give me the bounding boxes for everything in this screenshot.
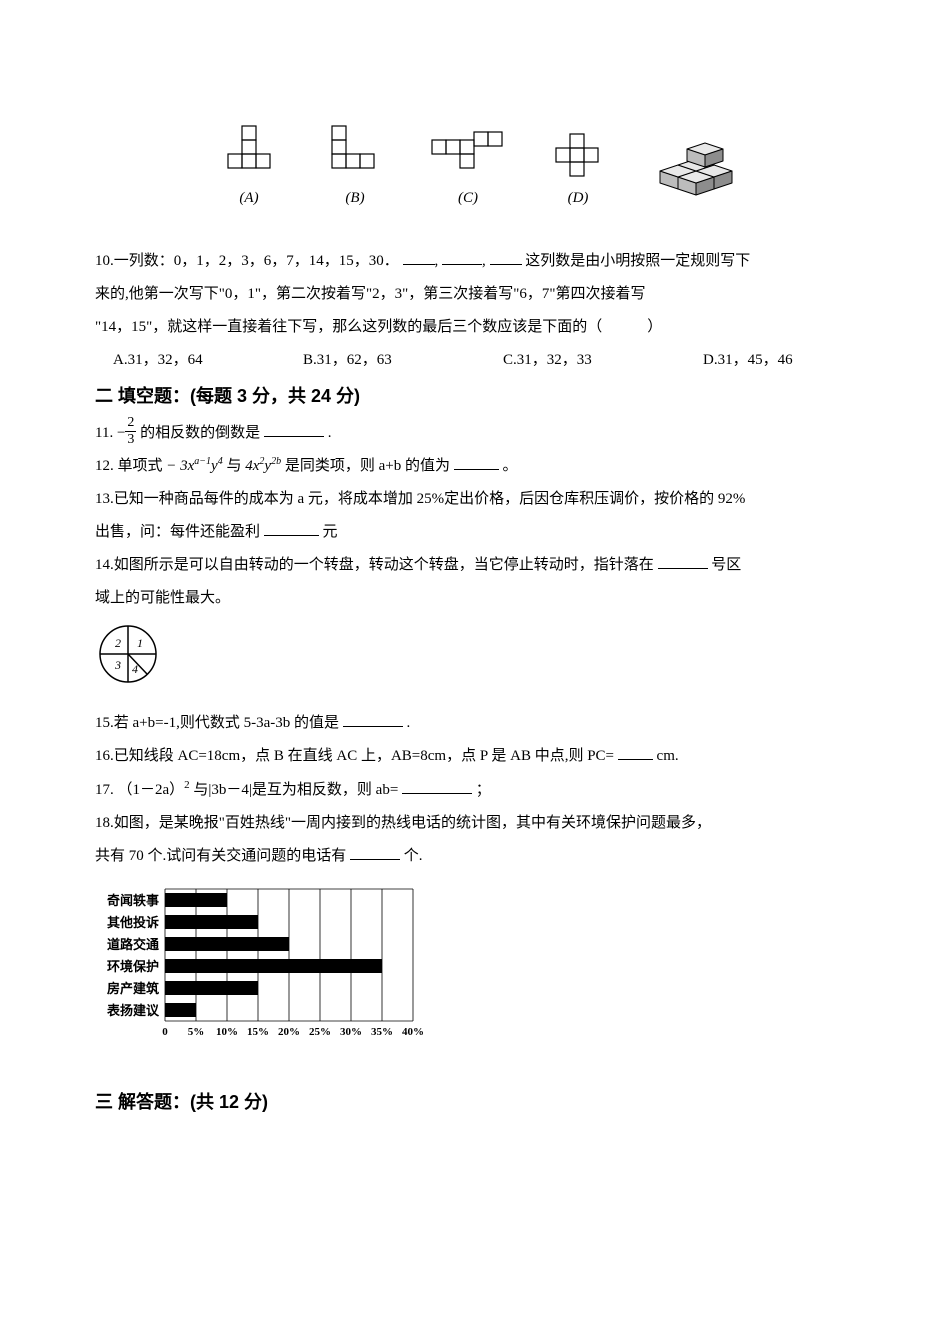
q15-end: . <box>406 715 410 731</box>
svg-text:房产建筑: 房产建筑 <box>107 981 159 996</box>
q10-blank1[interactable] <box>403 249 435 265</box>
q10-opt-c[interactable]: C.31，32，33 <box>503 344 703 377</box>
q10-line3: "14，15"，就这样一直接着往下写，那么这列数的最后三个数应该是下面的（ ） <box>95 311 855 344</box>
q11-mid: 的相反数的倒数是 <box>140 425 260 441</box>
q12: 12. 单项式 − 3xa−1y4 与 4x2y2b 是同类项，则 a+b 的值… <box>95 450 855 483</box>
q10-text1: 10.一列数：0，1，2，3，6，7，14，15，30． <box>95 253 399 269</box>
figure-cube <box>646 131 736 215</box>
q15-blank[interactable] <box>343 711 403 727</box>
q10-line1: 10.一列数：0，1，2，3，6，7，14，15，30． , , 这列数是由小明… <box>95 245 855 278</box>
q12-e2b: 2b <box>271 456 281 467</box>
svg-text:30%: 30% <box>340 1026 362 1038</box>
spinner-1: 1 <box>137 636 143 650</box>
q16-blank[interactable] <box>618 744 653 760</box>
q14-l2: 域上的可能性最大。 <box>95 582 855 615</box>
q18-l2-end: 个. <box>404 848 423 864</box>
q12-blank[interactable] <box>454 454 499 470</box>
q17-pre: 17. （1－2a） <box>95 782 184 798</box>
shape-d <box>550 128 606 178</box>
q10-line2: 来的,他第一次写下"0，1"，第二次按着写"2，3"，第三次接着写"6，7"第四… <box>95 278 855 311</box>
svg-text:5%: 5% <box>188 1026 205 1038</box>
q10-options: A.31，32，64 B.31，62，63 C.31，32，33 D.31，45… <box>113 344 855 377</box>
q14-l1-pre: 14.如图所示是可以自由转动的一个转盘，转动这个转盘，当它停止转动时，指针落在 <box>95 557 654 573</box>
q11-blank[interactable] <box>264 421 324 437</box>
q14-l1-end: 号区 <box>711 557 741 573</box>
q18-l1: 18.如图，是某晚报"百姓热线"一周内接到的热线电话的统计图，其中有关环境保护问… <box>95 807 855 840</box>
spinner-figure: 1 2 3 4 <box>95 621 855 687</box>
svg-text:表扬建议: 表扬建议 <box>106 1003 160 1018</box>
spinner-2: 2 <box>115 636 121 650</box>
q17: 17. （1－2a）2 与|3b－4|是互为相反数，则 ab= ； <box>95 773 855 807</box>
shape-b <box>324 120 386 178</box>
figure-d-label: (D) <box>550 182 606 215</box>
figure-b: (B) <box>324 120 386 215</box>
q14-blank[interactable] <box>658 553 708 569</box>
q12-e1b: 4 <box>218 456 223 467</box>
svg-text:其他投诉: 其他投诉 <box>107 915 159 930</box>
svg-text:15%: 15% <box>247 1026 269 1038</box>
q16: 16.已知线段 AC=18cm，点 B 在直线 AC 上，AB=8cm，点 P … <box>95 740 855 773</box>
figure-c: (C) <box>426 128 510 215</box>
q12-t1y: y <box>211 458 218 474</box>
spinner-3: 3 <box>114 658 121 672</box>
svg-text:奇闻轶事: 奇闻轶事 <box>107 893 159 908</box>
svg-text:0: 0 <box>162 1026 168 1038</box>
cube-3d <box>646 131 736 197</box>
q12-after: 是同类项，则 a+b 的值为 <box>285 458 450 474</box>
q12-mid: 与 <box>226 458 241 474</box>
section-2-title: 二 填空题：(每题 3 分，共 24 分) <box>95 377 855 417</box>
q17-mid: 与|3b－4|是互为相反数，则 ab= <box>193 782 398 798</box>
q12-pre: 12. 单项式 <box>95 458 163 474</box>
q18-blank[interactable] <box>350 844 400 860</box>
q10-opt-a[interactable]: A.31，32，64 <box>113 344 303 377</box>
q10-blank2[interactable] <box>442 249 482 265</box>
q10-text1b: 这列数是由小明按照一定规则写下 <box>525 253 750 269</box>
figure-c-label: (C) <box>426 182 510 215</box>
q16-pre: 16.已知线段 AC=18cm，点 B 在直线 AC 上，AB=8cm，点 P … <box>95 748 614 764</box>
q15: 15.若 a+b=-1,则代数式 5-3a-3b 的值是 . <box>95 707 855 740</box>
q13-l2-end: 元 <box>323 524 338 540</box>
answer-figures: (A) (B) (C) <box>95 120 855 215</box>
q17-blank[interactable] <box>402 778 472 794</box>
q12-end: 。 <box>502 458 517 474</box>
q16-end: cm. <box>657 748 679 764</box>
shape-c <box>426 128 510 178</box>
svg-text:环境保护: 环境保护 <box>107 959 159 974</box>
q10-opt-b[interactable]: B.31，62，63 <box>303 344 503 377</box>
svg-text:35%: 35% <box>371 1026 393 1038</box>
svg-text:10%: 10% <box>216 1026 238 1038</box>
svg-text:20%: 20% <box>278 1026 300 1038</box>
bar-chart: 0 5% 10% 15% 20% 25% 30% 35% 40% 奇闻轶事其他投诉道路交通环境保护… <box>95 883 855 1053</box>
figure-d: (D) <box>550 128 606 215</box>
q10-opt-d[interactable]: D.31，45，46 <box>703 344 793 377</box>
q10-blank3[interactable] <box>490 249 522 265</box>
shape-a <box>214 120 284 178</box>
spinner-4: 4 <box>132 662 138 676</box>
q13-l2: 出售，问：每件还能盈利 元 <box>95 516 855 549</box>
q13-l2-pre: 出售，问：每件还能盈利 <box>95 524 260 540</box>
q12-e1a: a−1 <box>194 456 211 467</box>
svg-text:道路交通: 道路交通 <box>107 937 159 952</box>
q12-t2: 4x <box>245 458 259 474</box>
q17-sup: 2 <box>184 779 190 791</box>
q11-pre: 11. <box>95 425 117 441</box>
svg-text:25%: 25% <box>309 1026 331 1038</box>
q17-end: ； <box>476 782 491 798</box>
q13-l1: 13.已知一种商品每件的成本为 a 元，将成本增加 25%定出价格，后因仓库积压… <box>95 483 855 516</box>
q11-end: . <box>328 425 332 441</box>
q14-l1: 14.如图所示是可以自由转动的一个转盘，转动这个转盘，当它停止转动时，指针落在 … <box>95 549 855 582</box>
q18-l2: 共有 70 个.试问有关交通问题的电话有 个. <box>95 840 855 873</box>
q15-pre: 15.若 a+b=-1,则代数式 5-3a-3b 的值是 <box>95 715 339 731</box>
q18-l2-pre: 共有 70 个.试问有关交通问题的电话有 <box>95 848 346 864</box>
q12-t1: − 3x <box>166 458 194 474</box>
q13-blank[interactable] <box>264 520 319 536</box>
figure-a: (A) <box>214 120 284 215</box>
svg-text:40%: 40% <box>402 1026 424 1038</box>
figure-a-label: (A) <box>214 182 284 215</box>
q11: 11. −23 的相反数的倒数是 . <box>95 417 855 450</box>
section-3-title: 三 解答题：(共 12 分) <box>95 1083 855 1123</box>
figure-b-label: (B) <box>324 182 386 215</box>
